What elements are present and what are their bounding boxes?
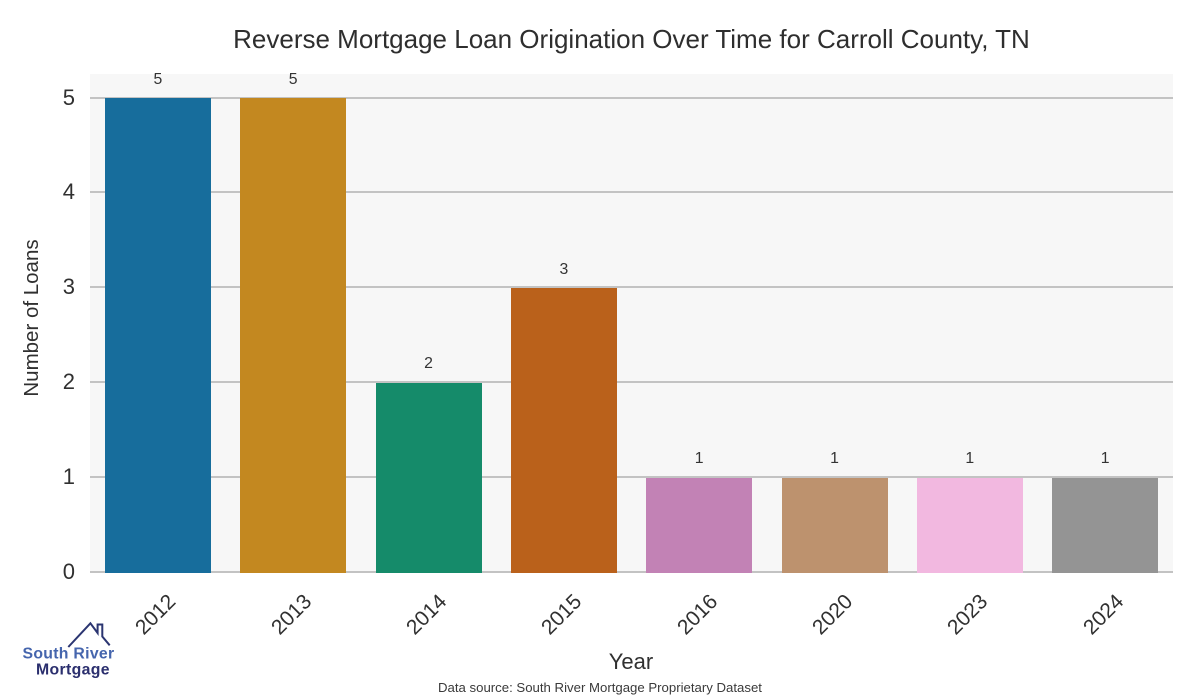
svg-text:South River: South River [23, 646, 115, 663]
svg-text:Mortgage: Mortgage [36, 662, 110, 679]
